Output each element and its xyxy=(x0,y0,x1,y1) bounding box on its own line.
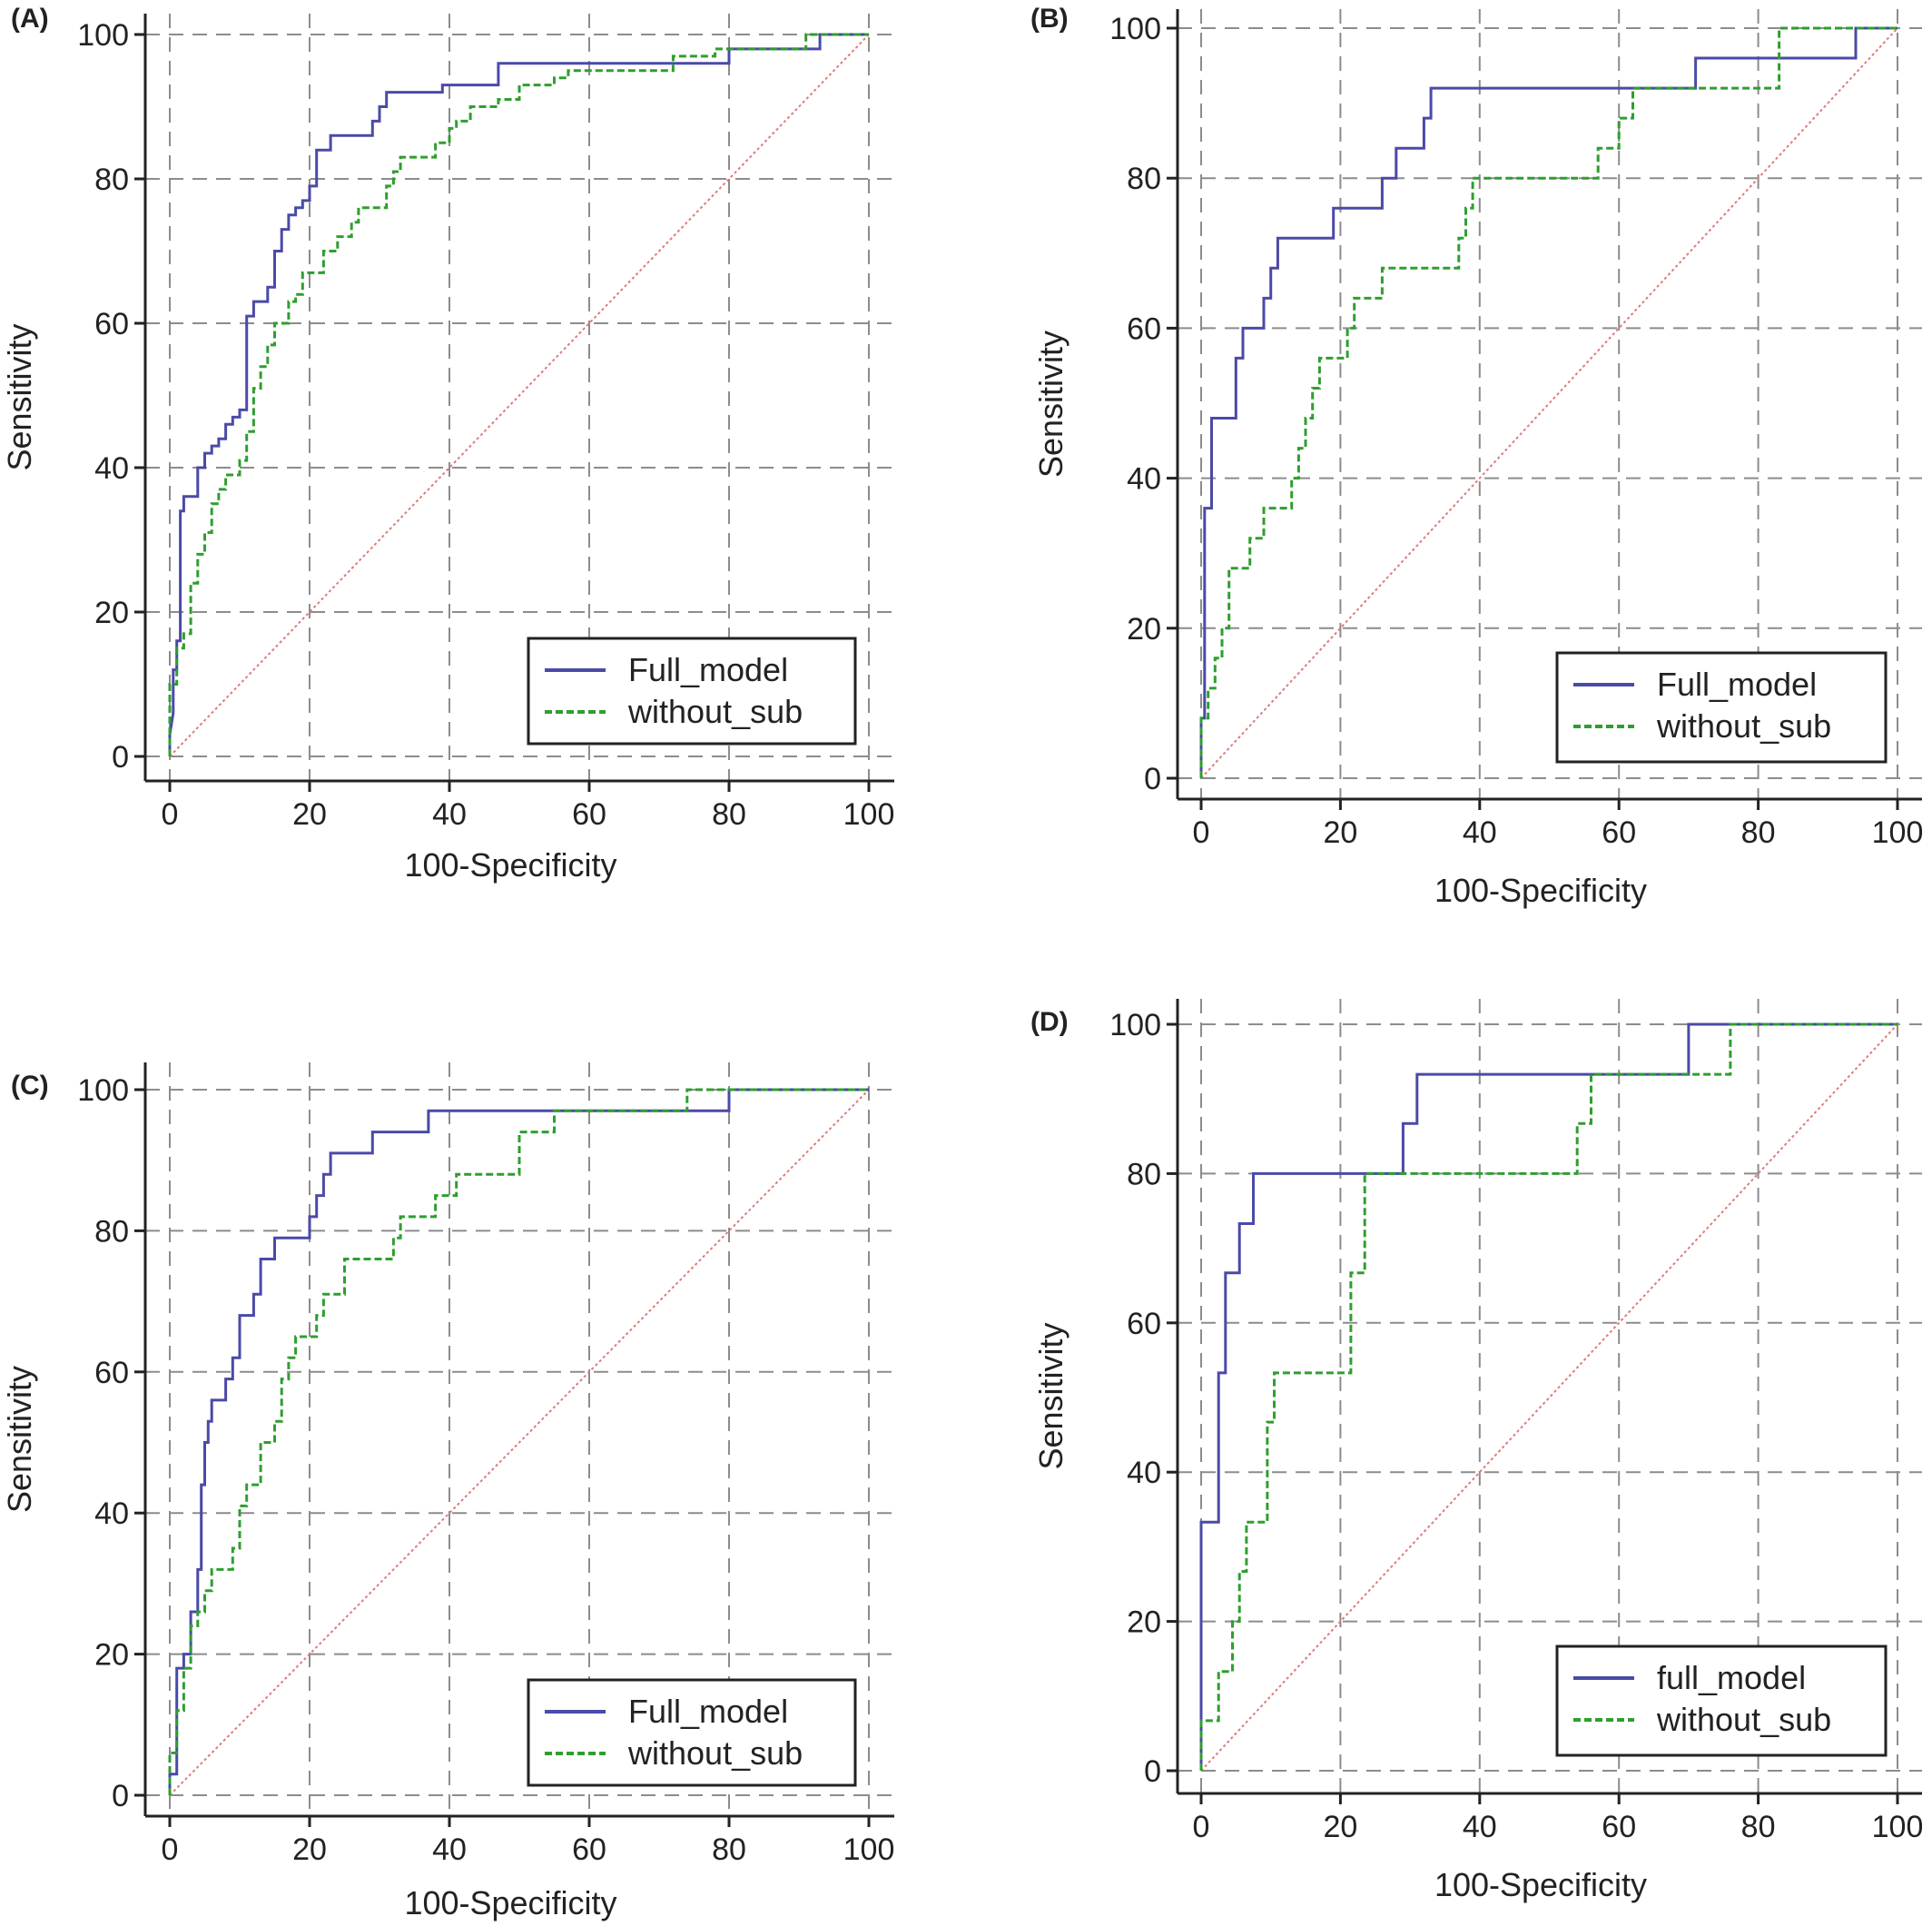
roc-panels: 0 20 40 60 80 100 0 20 40 60 80 100 100-Specificity S… xyxy=(1,4,1923,1921)
x-tick-label: 100 xyxy=(843,1832,895,1867)
series-line-without-sub xyxy=(1199,1022,1898,1771)
legend: full_model without_sub xyxy=(1555,1645,1888,1757)
y-tick-label: 20 xyxy=(94,596,129,630)
y-tick-label: 20 xyxy=(94,1638,129,1673)
legend: Full_model without_sub xyxy=(1555,651,1888,764)
x-tick-label: 60 xyxy=(1602,815,1636,850)
x-axis-title: 100-Specificity xyxy=(1434,1866,1647,1903)
x-tick-label: 0 xyxy=(1193,1810,1210,1844)
y-tick-label: 20 xyxy=(1127,612,1161,647)
series-line-without-sub xyxy=(168,33,869,756)
legend-box xyxy=(1555,651,1888,764)
series-line-without-sub xyxy=(168,1088,869,1795)
reference-diagonal xyxy=(1200,27,1898,779)
y-tick-label: 0 xyxy=(1144,762,1161,796)
y-tick-label: 0 xyxy=(1144,1754,1161,1789)
y-tick-label: 60 xyxy=(1127,311,1161,346)
legend: Full_model without_sub xyxy=(527,1678,857,1787)
y-axis-title: Sensitivity xyxy=(1032,1322,1070,1469)
x-tick-label: 20 xyxy=(292,1832,327,1867)
x-tick-label: 100 xyxy=(1872,1810,1924,1844)
y-axis-title: Sensitivity xyxy=(1,323,38,470)
panel-c: 0 20 40 60 80 100 0 20 40 60 80 100 100-Specificity S… xyxy=(1,1062,894,1921)
y-tick-label: 100 xyxy=(1109,1008,1161,1042)
x-tick-label: 0 xyxy=(1193,815,1210,850)
y-tick-label: 0 xyxy=(112,1779,129,1813)
reference-diagonal xyxy=(169,1089,870,1796)
x-tick-label: 80 xyxy=(1741,815,1776,850)
panel-label: (B) xyxy=(1030,4,1069,34)
legend-label: without_sub xyxy=(1656,707,1831,745)
x-tick-label: 80 xyxy=(712,797,746,832)
y-tick-label: 80 xyxy=(94,163,129,197)
legend-label: without_sub xyxy=(627,693,803,730)
x-axis-title: 100-Specificity xyxy=(404,1884,616,1921)
panel-label: (D) xyxy=(1030,1007,1069,1037)
legend-label: without_sub xyxy=(1656,1701,1831,1738)
y-tick-label: 60 xyxy=(1127,1307,1161,1341)
legend-label: Full_model xyxy=(628,651,788,688)
series-line-without-sub xyxy=(1199,26,1898,778)
x-tick-label: 0 xyxy=(162,1832,179,1867)
y-tick-label: 0 xyxy=(112,740,129,775)
y-tick-label: 60 xyxy=(94,307,129,341)
panel-b: 0 20 40 60 80 100 0 20 40 60 80 100 100-Specificity S… xyxy=(1030,4,1923,909)
x-tick-label: 40 xyxy=(432,1832,467,1867)
x-tick-label: 60 xyxy=(572,1832,606,1867)
x-tick-label: 0 xyxy=(162,797,179,832)
series-line-full-model xyxy=(1199,1022,1898,1771)
x-axis-title: 100-Specificity xyxy=(404,846,616,884)
y-tick-label: 100 xyxy=(77,18,129,53)
y-axis-title: Sensitivity xyxy=(1,1366,38,1513)
legend-label: Full_model xyxy=(1657,666,1817,703)
legend-box xyxy=(527,637,857,746)
legend: Full_model without_sub xyxy=(527,637,857,746)
y-tick-label: 60 xyxy=(94,1356,129,1390)
reference-diagonal xyxy=(1200,1023,1898,1772)
x-tick-label: 40 xyxy=(1463,815,1497,850)
y-axis-title: Sensitivity xyxy=(1032,331,1070,478)
x-tick-label: 80 xyxy=(712,1832,746,1867)
legend-label: without_sub xyxy=(627,1734,803,1772)
x-tick-label: 80 xyxy=(1741,1810,1776,1844)
series-line-full-model xyxy=(168,33,869,756)
grid xyxy=(145,1062,894,1816)
y-tick-label: 100 xyxy=(77,1073,129,1108)
y-tick-label: 40 xyxy=(1127,1456,1161,1490)
x-tick-label: 40 xyxy=(1463,1810,1497,1844)
panel-label: (A) xyxy=(11,4,49,34)
panel-a: 0 20 40 60 80 100 0 20 40 60 80 100 100-Specificity S… xyxy=(1,4,894,884)
x-tick-label: 40 xyxy=(432,797,467,832)
x-tick-label: 20 xyxy=(1323,815,1357,850)
y-tick-label: 20 xyxy=(1127,1605,1161,1640)
x-tick-label: 60 xyxy=(1602,1810,1636,1844)
x-tick-label: 60 xyxy=(572,797,606,832)
y-tick-label: 40 xyxy=(1127,462,1161,497)
reference-diagonal xyxy=(169,34,870,757)
y-tick-label: 40 xyxy=(94,1496,129,1531)
panel-d: 0 20 40 60 80 100 0 20 40 60 80 100 100-Specificity S… xyxy=(1030,999,1923,1903)
x-tick-label: 100 xyxy=(1872,815,1924,850)
y-tick-label: 80 xyxy=(1127,1157,1161,1191)
legend-label: full_model xyxy=(1657,1659,1806,1696)
legend-label: Full_model xyxy=(628,1693,788,1730)
x-tick-label: 100 xyxy=(843,797,895,832)
series-line-full-model xyxy=(1199,26,1898,778)
panel-label: (C) xyxy=(11,1071,49,1101)
legend-box xyxy=(1555,1645,1888,1757)
y-tick-label: 80 xyxy=(1127,162,1161,196)
legend-box xyxy=(527,1678,857,1787)
y-tick-label: 100 xyxy=(1109,12,1161,46)
x-axis-title: 100-Specificity xyxy=(1434,872,1647,909)
series-line-full-model xyxy=(168,1088,869,1795)
y-tick-label: 80 xyxy=(94,1214,129,1249)
y-tick-label: 40 xyxy=(94,451,129,486)
x-tick-label: 20 xyxy=(292,797,327,832)
x-tick-label: 20 xyxy=(1323,1810,1357,1844)
